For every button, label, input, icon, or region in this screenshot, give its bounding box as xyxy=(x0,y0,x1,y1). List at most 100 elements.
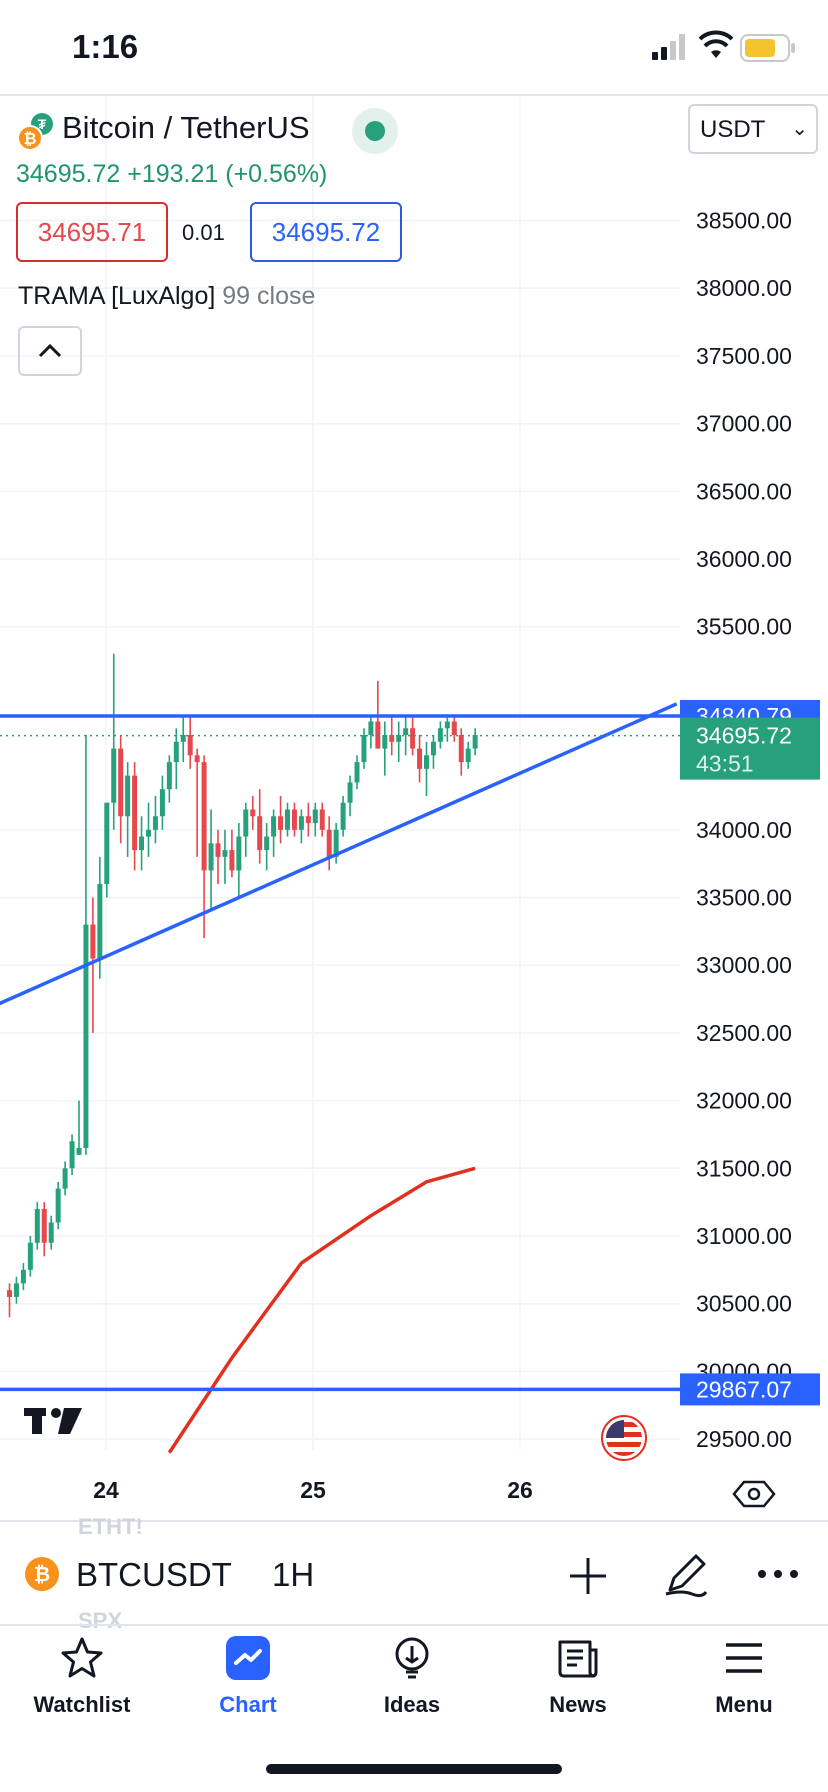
candle-body xyxy=(472,735,478,749)
candle xyxy=(354,755,360,790)
candle xyxy=(326,816,332,871)
candle xyxy=(319,802,325,837)
candle-body xyxy=(368,721,374,736)
candle-body xyxy=(465,748,471,763)
more-options-icon[interactable] xyxy=(756,1564,800,1584)
indicator-legend[interactable]: TRAMA [LuxAlgo] 99 close xyxy=(18,282,315,311)
candle-body xyxy=(430,741,436,756)
price-tick-label: 37500.00 xyxy=(696,343,792,369)
candle xyxy=(410,714,416,756)
header-divider xyxy=(0,94,828,96)
candle-body xyxy=(34,1208,40,1243)
candle xyxy=(152,795,158,844)
candle-body xyxy=(410,728,416,749)
candle xyxy=(236,823,242,898)
candle xyxy=(146,802,151,857)
candle-body xyxy=(444,721,450,729)
candle xyxy=(34,1202,40,1250)
candle-body xyxy=(13,1283,19,1297)
price-tick-label: 36000.00 xyxy=(696,546,792,572)
chevron-down-icon: ⌄ xyxy=(791,118,808,140)
price-tick-label: 35500.00 xyxy=(696,614,792,640)
candle xyxy=(285,802,290,837)
symbol-button[interactable]: BTCUSDT xyxy=(76,1556,232,1593)
price-chart[interactable]: 38500.00 38000.00 37500.00 37000.00 36500.00… xyxy=(0,96,828,1522)
candle-body xyxy=(90,924,96,959)
candle xyxy=(111,653,117,830)
plus-icon[interactable] xyxy=(566,1554,610,1598)
nav-chart[interactable]: Chart xyxy=(178,1636,318,1736)
candle-body xyxy=(166,762,172,790)
price-tag-label: 29867.07 xyxy=(696,1376,792,1402)
candle xyxy=(430,735,436,769)
candle-body xyxy=(347,782,353,803)
candle xyxy=(396,721,402,763)
interval-button[interactable]: 1H xyxy=(272,1556,315,1593)
candle xyxy=(159,775,165,830)
nav-news[interactable]: News xyxy=(508,1636,648,1736)
tradingview-logo-icon xyxy=(24,1408,82,1434)
candle-body xyxy=(173,741,179,763)
buy-price-button[interactable]: 34695.72 xyxy=(250,202,402,262)
price-tick-label: 31000.00 xyxy=(696,1223,792,1249)
battery-icon xyxy=(740,34,795,62)
candle-body xyxy=(417,748,423,769)
candle-body xyxy=(146,829,151,837)
us-flag-icon[interactable] xyxy=(601,1415,647,1461)
candle-body xyxy=(257,816,263,851)
time-tick-label: 26 xyxy=(507,1477,533,1503)
lightbulb-icon xyxy=(395,1637,429,1679)
candle xyxy=(458,728,464,776)
spread-value: 0.01 xyxy=(182,220,225,245)
candle-body xyxy=(187,735,193,756)
chart-settings-icon[interactable] xyxy=(732,1480,776,1508)
wifi-icon xyxy=(698,30,734,58)
candle xyxy=(424,741,429,796)
candle-body xyxy=(152,816,158,830)
candle xyxy=(132,762,138,871)
candle xyxy=(139,816,145,871)
currency-select[interactable]: USDT ⌄ xyxy=(688,104,818,154)
candle xyxy=(264,823,270,871)
candle-body xyxy=(451,721,457,736)
price-tick-label: 29500.00 xyxy=(696,1426,792,1452)
candle xyxy=(437,721,443,749)
candle xyxy=(125,762,131,857)
candle-body xyxy=(250,809,256,817)
collapse-legend-button[interactable] xyxy=(18,326,82,376)
candle xyxy=(243,802,249,857)
candle xyxy=(271,809,277,857)
candle-body xyxy=(354,762,360,783)
candle-body xyxy=(125,775,131,817)
candle-body xyxy=(104,802,110,884)
last-price-tag-price: 34695.72 xyxy=(696,723,792,749)
candle-body xyxy=(458,735,464,763)
candle-body xyxy=(278,816,284,830)
symbol-title[interactable]: Bitcoin / TetherUS xyxy=(62,110,310,145)
candle xyxy=(173,728,179,790)
candle-body xyxy=(194,755,200,763)
sell-price-button[interactable]: 34695.71 xyxy=(16,202,168,262)
price-line: 34695.72 +193.21 (+0.56%) xyxy=(16,160,327,189)
last-price-tag-countdown: 43:51 xyxy=(696,751,754,777)
candle xyxy=(201,755,207,939)
candle xyxy=(55,1181,61,1230)
candle xyxy=(41,1202,47,1257)
nav-ideas[interactable]: Ideas xyxy=(342,1636,482,1736)
price-tick-label: 30500.00 xyxy=(696,1291,792,1317)
nav-label: Watchlist xyxy=(33,1692,131,1717)
star-icon xyxy=(61,1637,103,1678)
price-tick-label: 31500.00 xyxy=(696,1155,792,1181)
candle-body xyxy=(139,836,145,851)
candle xyxy=(451,714,457,742)
candle xyxy=(62,1161,68,1196)
candle xyxy=(20,1263,26,1291)
candle xyxy=(298,809,304,844)
nav-watchlist[interactable]: Watchlist xyxy=(12,1636,152,1736)
nav-menu[interactable]: Menu xyxy=(674,1636,814,1736)
time-tick-label: 24 xyxy=(93,1477,119,1503)
candle-body xyxy=(298,816,304,830)
pen-icon[interactable] xyxy=(662,1550,710,1598)
price-tag-bg xyxy=(680,1373,820,1406)
candle-body xyxy=(424,755,429,769)
